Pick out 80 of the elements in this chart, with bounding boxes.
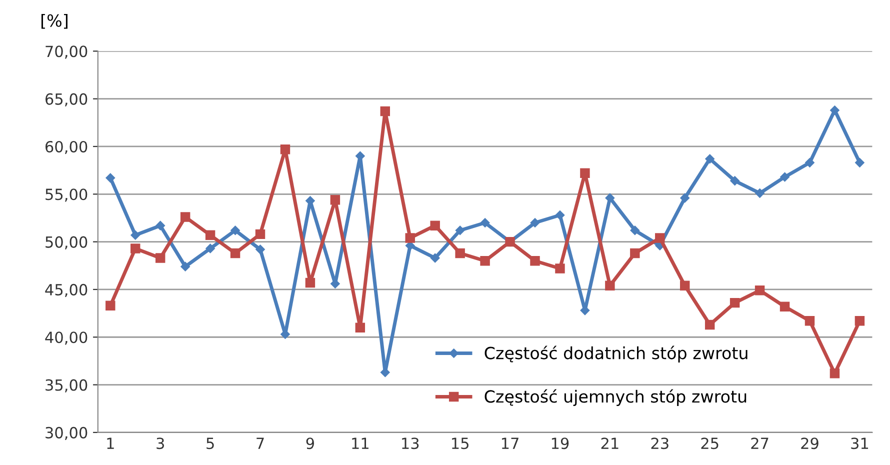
point bbox=[555, 210, 565, 220]
point bbox=[780, 302, 790, 312]
x-tick-label: 23 bbox=[651, 438, 668, 450]
point bbox=[530, 256, 540, 266]
point bbox=[630, 248, 640, 258]
y-tick-label: 70,00 bbox=[46, 46, 88, 59]
point bbox=[230, 226, 240, 235]
point bbox=[730, 176, 740, 186]
point bbox=[256, 244, 265, 254]
point bbox=[754, 286, 765, 296]
y-tick-label: 60,00 bbox=[46, 140, 88, 154]
point bbox=[455, 248, 465, 258]
point bbox=[230, 248, 240, 258]
point bbox=[680, 280, 690, 291]
x-tick-label: 19 bbox=[552, 438, 569, 450]
point bbox=[180, 212, 190, 222]
y-tick-label: 35,00 bbox=[46, 379, 88, 392]
point bbox=[630, 226, 640, 235]
x-tick-label: 15 bbox=[452, 438, 468, 450]
x-tick-label: 27 bbox=[751, 438, 768, 449]
point bbox=[106, 173, 116, 183]
point bbox=[180, 262, 190, 272]
x-tick-label: 9 bbox=[306, 438, 314, 450]
y-tick-label: 45,00 bbox=[45, 284, 88, 298]
point bbox=[430, 253, 440, 263]
point bbox=[730, 298, 740, 308]
point bbox=[455, 226, 465, 235]
x-tick-label: 31 bbox=[851, 438, 868, 450]
point bbox=[206, 244, 215, 254]
point bbox=[605, 193, 615, 203]
y-tick-label: 30,00 bbox=[46, 426, 88, 440]
point bbox=[704, 320, 715, 330]
legend-label: Częstość dodatnich stóp zwrotu bbox=[484, 346, 748, 363]
legend-label: Częstość ujemnych stóp zwrotu bbox=[484, 389, 746, 406]
point bbox=[605, 280, 615, 291]
x-tick-label: 13 bbox=[402, 438, 419, 450]
point bbox=[780, 172, 790, 182]
y-tick-label: 40,00 bbox=[45, 332, 88, 345]
point bbox=[804, 316, 815, 326]
point bbox=[130, 244, 140, 254]
point bbox=[655, 233, 665, 243]
point bbox=[430, 220, 440, 230]
x-tick-label: 1 bbox=[107, 438, 114, 449]
point bbox=[830, 106, 840, 115]
point bbox=[155, 253, 166, 263]
point bbox=[680, 193, 690, 203]
point bbox=[480, 256, 490, 266]
x-tick-label: 7 bbox=[256, 438, 264, 449]
x-tick-label: 29 bbox=[801, 438, 818, 450]
point bbox=[106, 300, 116, 311]
point bbox=[330, 194, 340, 205]
y-tick-label: 55,00 bbox=[46, 188, 88, 202]
point bbox=[380, 106, 390, 116]
point bbox=[755, 188, 764, 198]
y-tick-label: 50,00 bbox=[46, 236, 88, 250]
point bbox=[156, 220, 165, 230]
point bbox=[280, 144, 290, 154]
point bbox=[555, 264, 565, 274]
point bbox=[255, 229, 266, 240]
x-tick-label: 11 bbox=[352, 438, 368, 449]
point bbox=[805, 158, 814, 168]
y-tick-label: 65,00 bbox=[46, 93, 88, 106]
point bbox=[530, 218, 540, 228]
x-tick-label: 5 bbox=[206, 438, 214, 450]
x-tick-label: 25 bbox=[701, 438, 718, 450]
x-tick-label: 21 bbox=[601, 438, 618, 449]
point bbox=[405, 233, 415, 243]
point bbox=[480, 218, 490, 228]
x-tick-label: 3 bbox=[156, 438, 164, 450]
point bbox=[830, 368, 840, 378]
point bbox=[580, 168, 590, 178]
point bbox=[854, 316, 865, 326]
y-axis-title: [%] bbox=[41, 14, 68, 29]
point bbox=[855, 158, 864, 168]
x-tick-label: 17 bbox=[502, 438, 518, 449]
point bbox=[305, 278, 316, 288]
point bbox=[130, 230, 140, 240]
point bbox=[355, 322, 366, 332]
point bbox=[205, 230, 216, 240]
point bbox=[705, 154, 714, 164]
